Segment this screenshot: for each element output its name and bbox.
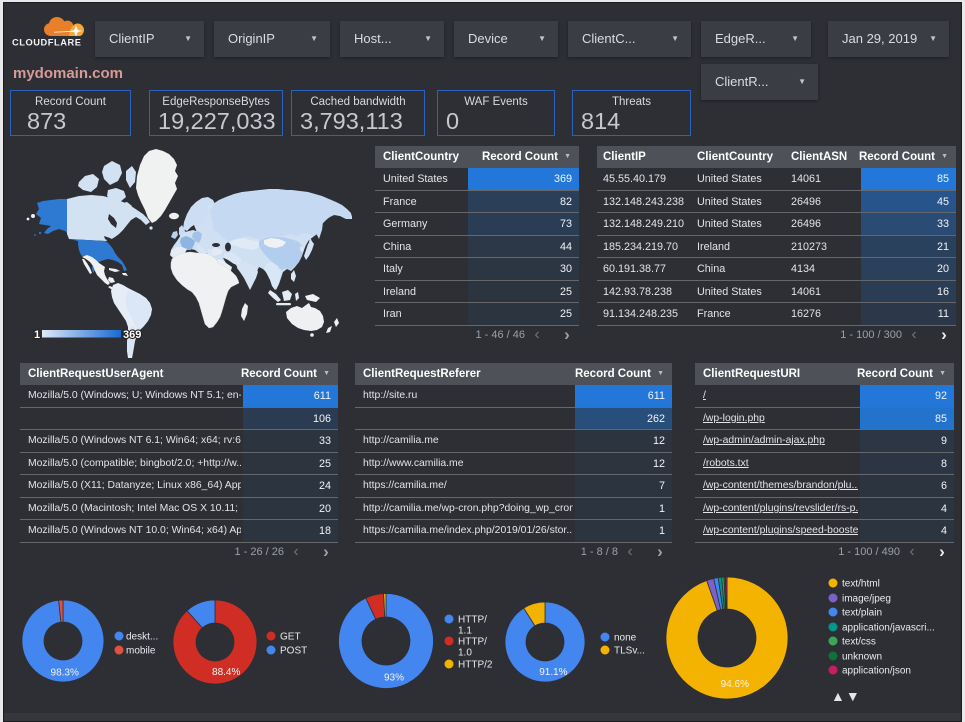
svg-text:88.4%: 88.4% bbox=[212, 667, 240, 678]
svg-text:1.0: 1.0 bbox=[458, 648, 472, 659]
svg-text:none: none bbox=[614, 633, 637, 644]
svg-text:CLOUDFLARE: CLOUDFLARE bbox=[12, 38, 82, 48]
svg-text:text/css: text/css bbox=[842, 637, 876, 648]
svg-text:HTTP/: HTTP/ bbox=[458, 615, 487, 626]
svg-text:TLSv...: TLSv... bbox=[614, 646, 645, 657]
svg-text:HTTP/2: HTTP/2 bbox=[458, 660, 493, 671]
svg-text:GET: GET bbox=[280, 632, 301, 643]
svg-text:1.1: 1.1 bbox=[458, 626, 472, 637]
svg-text:98.3%: 98.3% bbox=[51, 668, 79, 679]
svg-text:application/json: application/json bbox=[842, 666, 911, 677]
svg-text:deskt...: deskt... bbox=[126, 632, 158, 643]
svg-text:▲▼: ▲▼ bbox=[831, 688, 861, 704]
svg-text:POST: POST bbox=[280, 646, 307, 657]
svg-text:369: 369 bbox=[123, 329, 141, 341]
svg-text:image/jpeg: image/jpeg bbox=[842, 594, 891, 605]
svg-text:text/html: text/html bbox=[842, 579, 880, 590]
svg-text:94.6%: 94.6% bbox=[721, 679, 749, 690]
svg-text:application/javascri...: application/javascri... bbox=[842, 623, 935, 634]
svg-text:text/plain: text/plain bbox=[842, 608, 882, 619]
svg-text:93%: 93% bbox=[384, 672, 404, 683]
svg-text:mobile: mobile bbox=[126, 646, 156, 657]
svg-text:HTTP/: HTTP/ bbox=[458, 637, 487, 648]
svg-text:unknown: unknown bbox=[842, 652, 882, 663]
svg-text:91.1%: 91.1% bbox=[539, 667, 567, 678]
svg-text:1: 1 bbox=[34, 329, 40, 341]
